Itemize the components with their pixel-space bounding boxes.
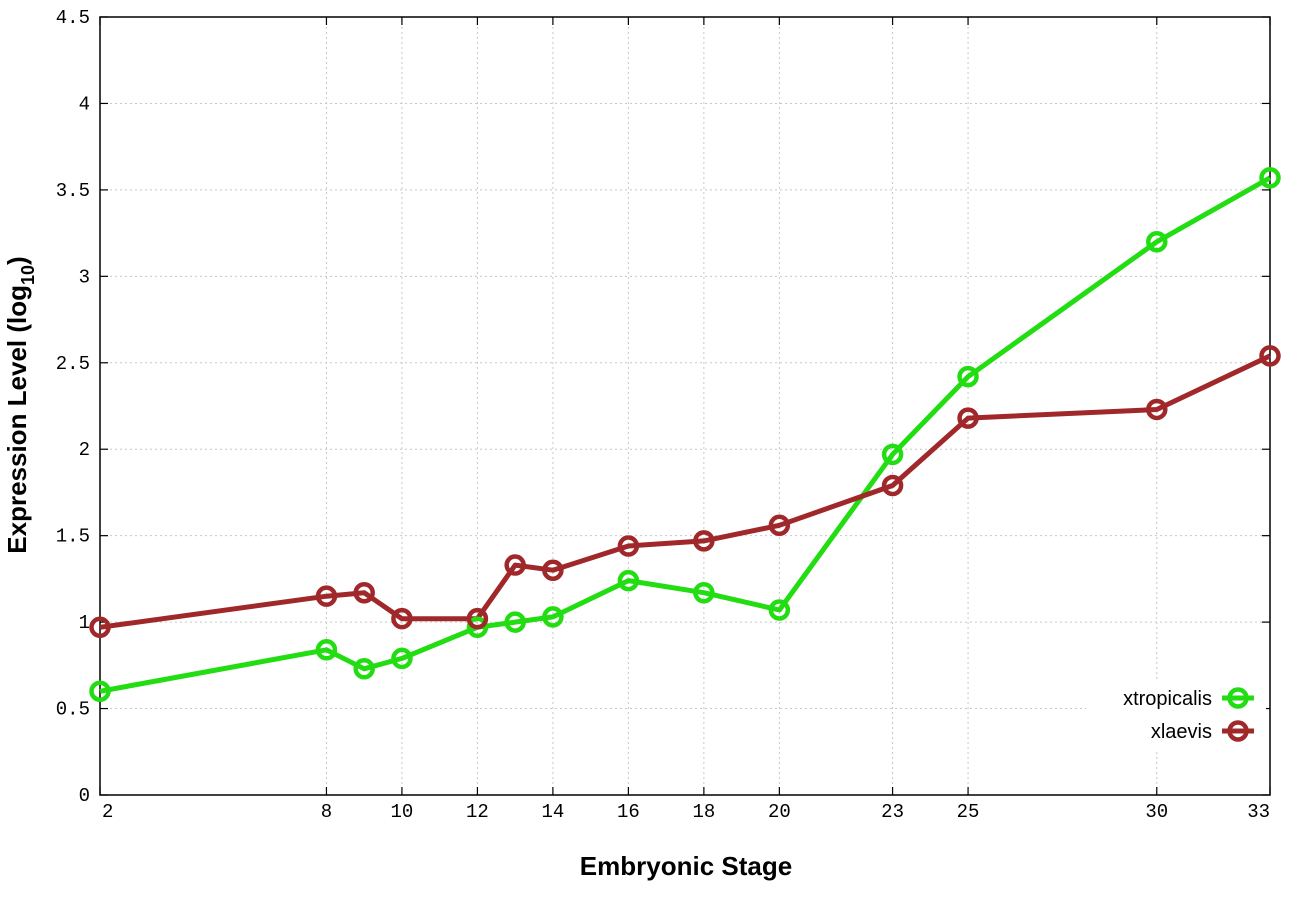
- x-axis-title: Embryonic Stage: [580, 851, 792, 881]
- data-point-xtropicalis: [391, 647, 413, 670]
- y-tick-label: 4: [79, 93, 90, 115]
- data-point-xlaevis: [466, 607, 489, 630]
- plot-frame: [99, 16, 1271, 796]
- x-tick-label: 2: [102, 801, 113, 823]
- data-point-xtropicalis: [768, 599, 791, 621]
- axis-ticks: 0 0.5 1 1.5 2 2.5 3 3.5 4 4.5 2 8 10 12 14 16 18 20 23 25 30…: [56, 7, 1271, 823]
- y-axis-title-subscript: 10: [18, 265, 38, 285]
- data-point-xtropicalis: [504, 611, 526, 633]
- y-tick-label: 0: [79, 785, 90, 807]
- data-point-xlaevis: [957, 407, 979, 429]
- x-tick-label: 12: [466, 801, 489, 823]
- y-axis-title-main: Expression Level (log: [2, 285, 32, 554]
- y-tick-label: 3.5: [56, 180, 90, 202]
- legend-marker-xtropicalis: [1227, 687, 1249, 709]
- series-lines: [89, 167, 1281, 703]
- data-point-xlaevis: [881, 474, 904, 497]
- y-tick-label: 3: [79, 266, 90, 288]
- data-point-xlaevis: [315, 585, 338, 607]
- data-point-xtropicalis: [881, 443, 904, 466]
- data-point-xtropicalis: [1146, 231, 1168, 253]
- data-point-xtropicalis: [542, 606, 564, 628]
- y-tick-label: 1.5: [56, 526, 90, 548]
- x-tick-label: 10: [391, 801, 414, 823]
- x-tick-label: 25: [957, 801, 980, 823]
- data-point-xtropicalis: [466, 616, 489, 639]
- data-point-xtropicalis: [315, 639, 338, 661]
- legend-marker-xlaevis: [1227, 720, 1249, 742]
- legend-label-xlaevis: xlaevis: [1151, 721, 1212, 743]
- data-point-xlaevis: [89, 616, 111, 639]
- legend: xtropicalis xlaevis: [1086, 682, 1266, 750]
- x-tick-label: 30: [1145, 801, 1168, 823]
- legend-label-xtropicalis: xtropicalis: [1123, 688, 1212, 710]
- y-axis-title: Expression Level (log10): [2, 256, 38, 553]
- y-tick-label: 2.5: [56, 353, 90, 375]
- x-tick-label: 23: [881, 801, 904, 823]
- data-point-xtropicalis: [353, 658, 375, 680]
- y-tick-label: 0.5: [56, 699, 90, 721]
- data-point-xlaevis: [542, 559, 564, 581]
- series-line-xlaevis: [99, 353, 1272, 630]
- data-point-xtropicalis: [1259, 167, 1281, 189]
- x-tick-label: 8: [321, 801, 332, 823]
- data-point-xtropicalis: [617, 569, 640, 592]
- x-tick-label: 14: [541, 801, 564, 823]
- data-point-xtropicalis: [957, 365, 979, 388]
- y-axis-title-end: ): [2, 256, 32, 265]
- x-tick-label: 20: [768, 801, 791, 823]
- data-point-xlaevis: [693, 530, 715, 552]
- x-tick-label: 16: [617, 801, 640, 823]
- data-point-xtropicalis: [693, 581, 715, 604]
- data-point-xlaevis: [1146, 398, 1168, 421]
- y-tick-label: 1: [79, 612, 90, 634]
- grid: [100, 17, 1270, 795]
- data-point-xlaevis: [504, 554, 526, 576]
- series-line-xtropicalis: [99, 175, 1272, 694]
- data-point-xtropicalis: [89, 680, 111, 703]
- data-point-xlaevis: [391, 607, 413, 630]
- data-point-xlaevis: [617, 535, 640, 557]
- y-tick-label: 2: [79, 439, 90, 461]
- data-point-xlaevis: [1259, 345, 1281, 367]
- x-tick-label: 33: [1247, 801, 1270, 823]
- data-point-xlaevis: [768, 514, 791, 537]
- data-point-xlaevis: [353, 581, 375, 604]
- x-tick-label: 18: [692, 801, 715, 823]
- y-tick-label: 4.5: [56, 7, 90, 29]
